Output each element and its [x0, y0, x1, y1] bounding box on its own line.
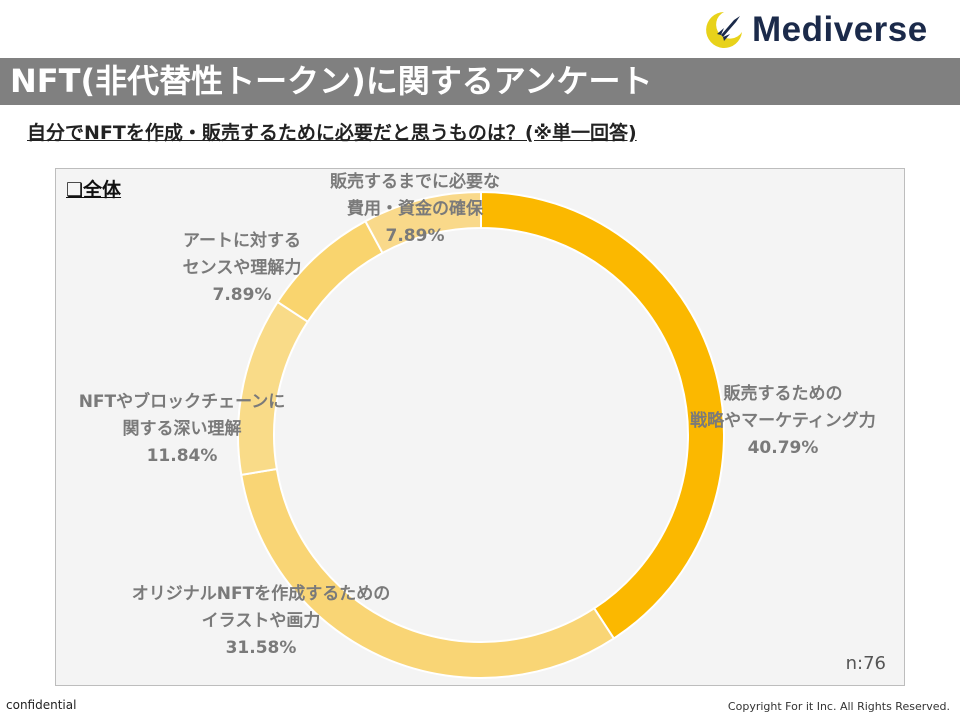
chart-panel: ❑全体 販売するための戦略やマーケティング力 40.79% オリジナルNFTを作成す…	[55, 168, 905, 686]
slice-value-label: 11.84%	[147, 446, 218, 466]
slice-category-label: イラストや画力	[202, 610, 321, 631]
question-subtitle: 自分でNFTを作成・販売するために必要だと思うものは？(※単一回答)	[27, 122, 637, 144]
slice-value-label: 7.89%	[386, 226, 445, 246]
donut-slice-2	[240, 467, 616, 679]
slice-category-label: オリジナルNFTを作成するための	[132, 583, 390, 604]
sample-size: n:76	[845, 653, 886, 674]
slice-value-label: 7.89%	[213, 285, 272, 305]
donut-slice-3	[237, 300, 310, 477]
slice-category-label: 関する深い理解	[123, 418, 242, 439]
slice-category-label: NFTやブロックチェーンに	[79, 391, 286, 412]
slice-value-label: 40.79%	[748, 438, 819, 458]
slice-label-5: 販売するまでに必要な費用・資金の確保 7.89%	[330, 171, 500, 246]
donut-slice-5	[364, 190, 482, 255]
slice-category-label: 販売するための	[724, 383, 843, 404]
slice-value-label: 31.58%	[226, 638, 297, 658]
slice-category-label: 戦略やマーケティング力	[690, 410, 876, 431]
slice-category-label: 費用・資金の確保	[347, 198, 484, 219]
copyright-label: Copyright For it Inc. All Rights Reserve…	[727, 700, 950, 713]
donut-slice-1	[480, 190, 725, 640]
slice-category-label: アートに対する	[183, 230, 301, 251]
section-label: ❑全体	[66, 179, 122, 201]
slice-label-1: 販売するための戦略やマーケティング力 40.79%	[690, 383, 876, 458]
rocket-crescent-icon	[706, 12, 742, 48]
confidential-label: confidential	[6, 698, 77, 712]
slice-category-label: 販売するまでに必要な	[330, 171, 500, 192]
slice-label-2: オリジナルNFTを作成するためのイラストや画力 31.58%	[132, 583, 390, 658]
logo-text: Mediverse	[752, 10, 928, 49]
brand-logo: Mediverse	[700, 8, 928, 52]
slice-label-3: NFTやブロックチェーンに関する深い理解 11.84%	[79, 391, 286, 466]
donut-chart: 販売するための戦略やマーケティング力 40.79% オリジナルNFTを作成するための…	[79, 171, 876, 679]
slice-category-label: センスや理解力	[183, 257, 302, 278]
slice-label-4: アートに対するセンスや理解力 7.89%	[183, 230, 302, 305]
page-title: NFT(非代替性トークン)に関するアンケート	[10, 62, 653, 100]
title-bar: NFT(非代替性トークン)に関するアンケート	[0, 58, 960, 105]
